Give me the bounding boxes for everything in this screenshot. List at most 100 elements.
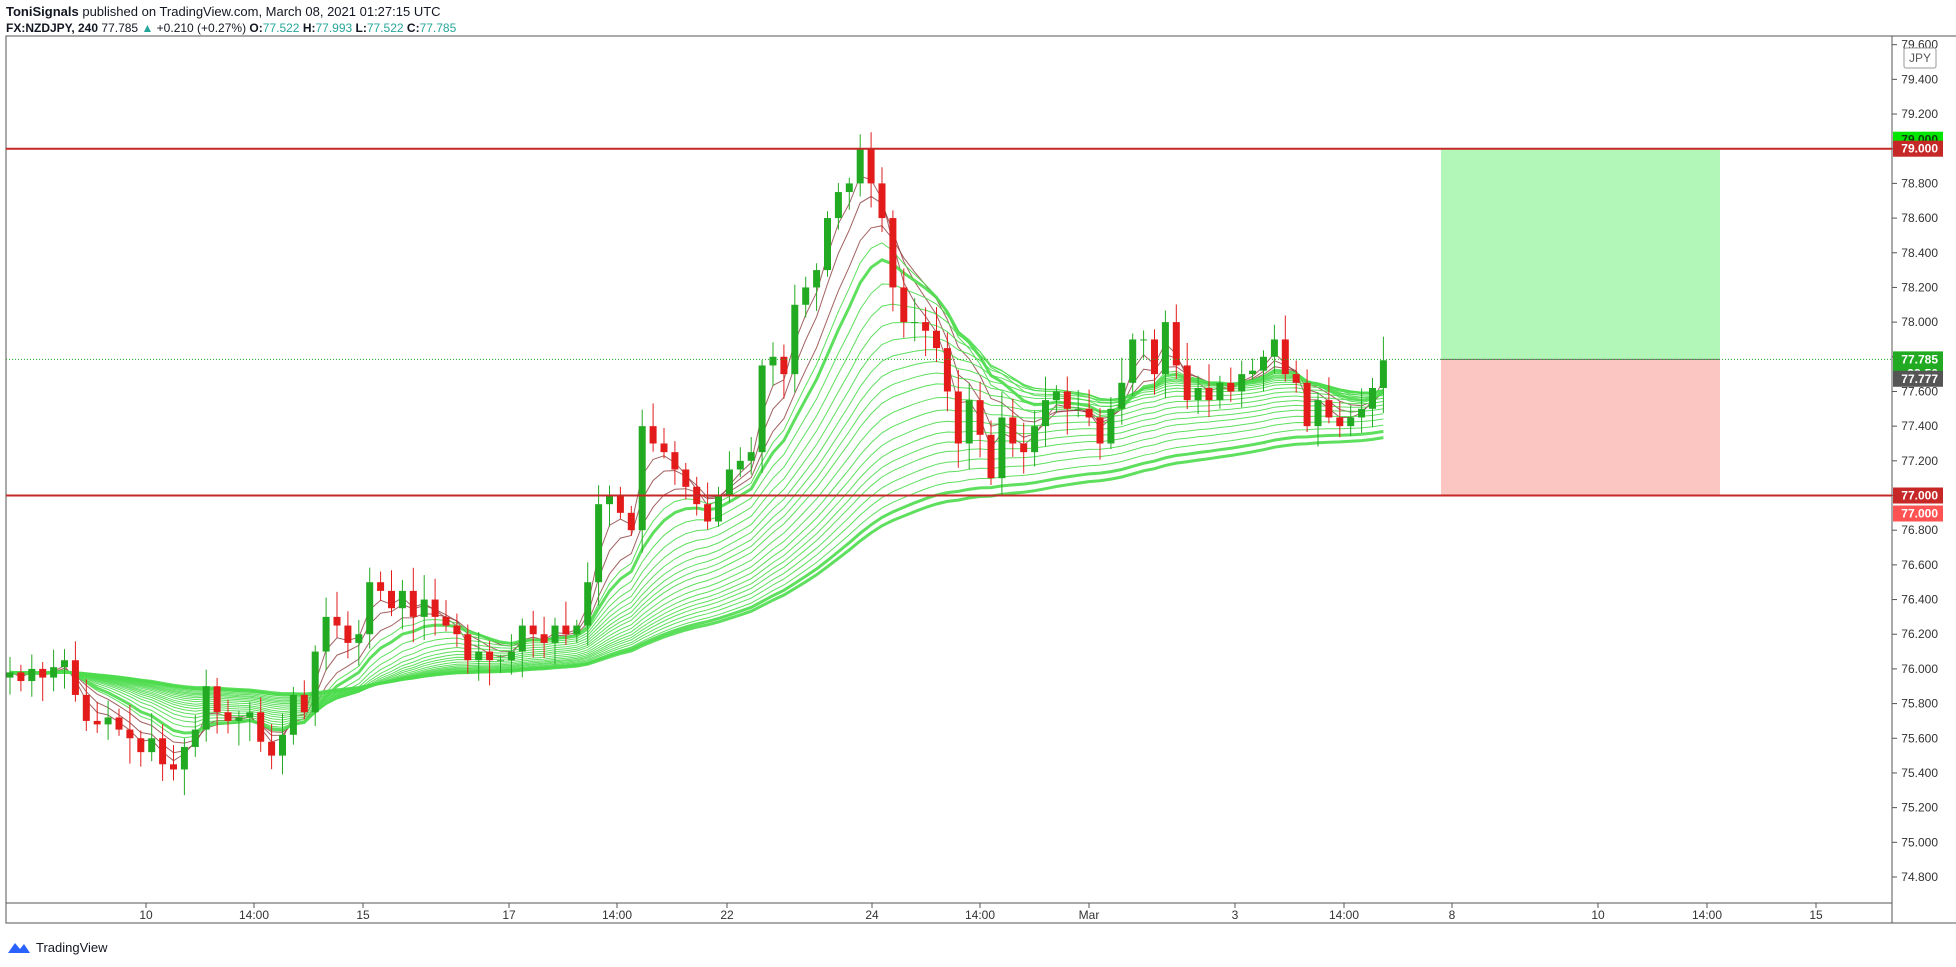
candle-body bbox=[431, 599, 439, 617]
price-tag-label: 77.777 bbox=[1901, 372, 1938, 386]
price-tick-label: 76.400 bbox=[1901, 593, 1938, 607]
candle-body bbox=[50, 667, 58, 678]
candle-body bbox=[191, 729, 199, 747]
candle-body bbox=[1074, 408, 1082, 410]
candle-body bbox=[224, 712, 232, 721]
price-tag-label: 79.000 bbox=[1901, 142, 1938, 156]
price-tick-label: 76.000 bbox=[1901, 662, 1938, 676]
currency-label: JPY bbox=[1909, 51, 1931, 65]
candle-body bbox=[159, 738, 167, 765]
time-tick-label: 10 bbox=[139, 908, 153, 922]
time-tick-label: 14:00 bbox=[1692, 908, 1722, 922]
price-tick-label: 78.000 bbox=[1901, 315, 1938, 329]
price-tick-label: 79.400 bbox=[1901, 72, 1938, 86]
ma-line bbox=[9, 175, 1384, 762]
change-value: +0.210 (+0.27%) bbox=[156, 21, 247, 35]
publish-info: ToniSignals published on TradingView.com… bbox=[6, 4, 441, 19]
candle-body bbox=[1379, 360, 1387, 389]
candle-body bbox=[529, 625, 537, 635]
candle-body bbox=[409, 590, 417, 617]
candle-body bbox=[377, 582, 385, 591]
candle-body bbox=[268, 741, 276, 756]
candle-body bbox=[1314, 400, 1322, 427]
candle-body bbox=[933, 330, 940, 349]
ma-line bbox=[9, 429, 1384, 697]
symbol-label[interactable]: FX:NZDJPY, 240 bbox=[6, 21, 99, 35]
currency-badge[interactable]: JPY bbox=[1903, 47, 1937, 69]
time-tick-label: 10 bbox=[1591, 908, 1605, 922]
candle-body bbox=[235, 717, 243, 721]
candle-body bbox=[736, 460, 744, 470]
candle-body bbox=[486, 651, 494, 661]
candle-body bbox=[954, 391, 962, 444]
last-price: 77.785 bbox=[101, 21, 139, 35]
price-tick-label: 78.400 bbox=[1901, 246, 1938, 260]
candle-body bbox=[747, 452, 755, 461]
candle-body bbox=[1260, 356, 1267, 371]
candle-body bbox=[627, 512, 635, 531]
candle-body bbox=[769, 356, 777, 366]
candle-body bbox=[28, 668, 36, 682]
candle-body bbox=[791, 304, 799, 375]
ma-line bbox=[9, 436, 1384, 696]
time-tick-label: 15 bbox=[356, 908, 370, 922]
candle-body bbox=[616, 495, 624, 513]
ma-line bbox=[9, 424, 1384, 698]
candle-body bbox=[922, 322, 930, 331]
candle-body bbox=[388, 590, 395, 609]
candle-body bbox=[1009, 417, 1017, 444]
ma-line bbox=[9, 413, 1384, 700]
price-tick-label: 76.800 bbox=[1901, 523, 1938, 537]
candle-body bbox=[638, 426, 646, 531]
candle-body bbox=[606, 495, 613, 505]
candle-body bbox=[279, 734, 286, 756]
candle-body bbox=[518, 625, 526, 652]
candle-body bbox=[813, 270, 821, 288]
price-tick-label: 76.600 bbox=[1901, 558, 1938, 572]
symbol-legend: FX:NZDJPY, 240 77.785 ▲ +0.210 (+0.27%) … bbox=[6, 21, 456, 35]
author-name[interactable]: ToniSignals bbox=[6, 4, 79, 19]
candle-body bbox=[562, 625, 570, 635]
price-tick-label: 75.400 bbox=[1901, 766, 1938, 780]
candle-body bbox=[573, 625, 581, 635]
candle-body bbox=[39, 668, 47, 678]
price-tick-label: 75.600 bbox=[1901, 731, 1938, 745]
ma-line bbox=[9, 418, 1384, 699]
ma-line bbox=[9, 336, 1384, 721]
candle-body bbox=[1052, 391, 1060, 401]
candle-body bbox=[82, 694, 90, 721]
open-value: 77.522 bbox=[262, 21, 300, 35]
candle-body bbox=[355, 634, 363, 643]
candle-body bbox=[1129, 339, 1137, 383]
horizontal-levels[interactable] bbox=[6, 147, 1892, 497]
price-tick-label: 77.600 bbox=[1901, 384, 1938, 398]
candle-body bbox=[61, 660, 68, 668]
candle-body bbox=[998, 417, 1006, 479]
candle-body bbox=[104, 717, 112, 725]
candle-body bbox=[126, 729, 134, 739]
candle-body bbox=[900, 287, 908, 323]
price-axis[interactable]: 74.800 75.000 75.200 75.400 75.600 75.800 76.0… bbox=[1892, 38, 1938, 884]
price-tick-label: 78.600 bbox=[1901, 211, 1938, 225]
candle-body bbox=[649, 426, 657, 444]
close-label: C: bbox=[406, 21, 420, 35]
candle-body bbox=[202, 686, 210, 730]
time-tick-label: 14:00 bbox=[602, 908, 632, 922]
brand-label: TradingView bbox=[36, 939, 108, 955]
price-tag-box bbox=[1893, 505, 1943, 522]
candle-body bbox=[1172, 322, 1180, 366]
candle-body bbox=[889, 218, 897, 288]
candle-body bbox=[1042, 400, 1049, 427]
price-tag-label: 77.785 bbox=[1901, 352, 1938, 366]
candle-body bbox=[289, 694, 297, 735]
candle-body bbox=[257, 712, 265, 742]
candle-body bbox=[671, 452, 679, 470]
candle-body bbox=[1238, 374, 1246, 392]
tradingview-brand[interactable]: TradingView bbox=[6, 939, 108, 955]
open-label: O: bbox=[249, 21, 263, 35]
candle-body bbox=[1249, 370, 1257, 375]
candle-body bbox=[878, 183, 886, 219]
time-axis[interactable]: 10 14:00 15 17 14:00 22 24 14:00 Mar 3 14:00 8 10 14:… bbox=[139, 903, 1823, 922]
close-value: 77.785 bbox=[419, 21, 457, 35]
